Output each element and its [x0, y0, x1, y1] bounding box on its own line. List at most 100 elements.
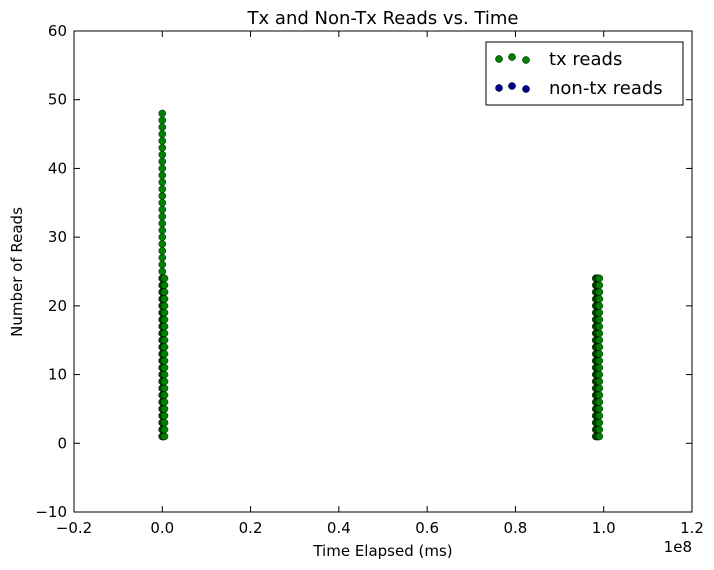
- data-point: [158, 192, 167, 200]
- y-tick-label: 60: [48, 22, 67, 40]
- data-point: [160, 350, 169, 358]
- x-tick-label: 0.0: [150, 519, 174, 537]
- y-tick-label: 0: [57, 434, 67, 452]
- data-point: [158, 123, 167, 131]
- legend-marker: [508, 53, 516, 61]
- legend-marker: [508, 82, 516, 90]
- y-tick-label: −10: [35, 503, 67, 521]
- data-point: [160, 329, 169, 338]
- data-point: [595, 411, 604, 420]
- data-point: [160, 384, 169, 393]
- data-point: [160, 308, 169, 317]
- data-point: [595, 377, 604, 386]
- data-point: [595, 302, 604, 310]
- data-point: [158, 226, 167, 235]
- data-point: [158, 116, 167, 125]
- legend-marker: [522, 56, 530, 64]
- axes-layer: −0.2 0.0 0.2 0.4 0.6 0.8 1.0 1.2 −10 0 10 20 30 40 50 6…: [35, 22, 704, 537]
- data-point: [595, 350, 604, 358]
- data-point: [595, 391, 604, 399]
- y-axis-label: Number of Reads: [8, 207, 26, 337]
- y-tick-label: 40: [48, 159, 67, 177]
- data-point: [160, 295, 169, 303]
- data-point: [595, 357, 604, 365]
- data-point: [595, 295, 604, 303]
- data-point: [160, 322, 169, 331]
- data-point: [158, 253, 167, 262]
- data-point: [160, 398, 169, 406]
- legend-marker: [495, 55, 503, 63]
- x-tick-label: 0.6: [415, 519, 439, 537]
- data-point: [595, 329, 604, 338]
- data-point: [158, 137, 167, 145]
- data-point: [160, 315, 169, 324]
- data-point: [595, 363, 604, 372]
- data-point: [158, 109, 167, 118]
- data-point: [595, 336, 604, 345]
- data-point: [158, 150, 167, 159]
- data-point: [595, 343, 604, 351]
- data-point: [160, 370, 169, 379]
- data-point: [158, 157, 167, 166]
- legend-marker: [495, 84, 503, 92]
- legend: tx reads non-tx reads: [485, 41, 684, 106]
- data-point: [160, 281, 169, 290]
- data-point: [158, 185, 167, 193]
- data-point: [158, 164, 167, 173]
- data-point: [595, 384, 604, 393]
- data-point: [595, 432, 604, 441]
- data-point: [160, 343, 169, 351]
- data-point: [158, 219, 167, 228]
- x-offset-label: 1e8: [664, 538, 692, 556]
- data-point: [595, 274, 604, 283]
- data-point: [595, 315, 604, 324]
- data-point: [158, 144, 167, 152]
- data-point: [160, 274, 169, 283]
- data-point: [595, 425, 604, 434]
- x-tick-label: 1.0: [592, 519, 616, 537]
- y-tick-label: 20: [48, 297, 67, 315]
- data-point: [158, 130, 167, 138]
- plot-frame: [73, 30, 693, 513]
- data-point: [158, 267, 167, 276]
- data-point: [160, 418, 169, 427]
- data-point: [595, 322, 604, 331]
- legend-box: [485, 41, 684, 106]
- legend-label-non-tx: non-tx reads: [549, 78, 663, 99]
- x-tick-label: 0.8: [503, 519, 527, 537]
- y-tick-label: 50: [48, 91, 67, 109]
- data-point: [160, 377, 169, 386]
- x-tick-label: −0.2: [56, 519, 92, 537]
- data-point: [158, 198, 167, 207]
- data-point: [595, 308, 604, 317]
- legend-markers-tx: [495, 53, 530, 64]
- legend-markers-non-tx: [495, 82, 530, 93]
- data-point: [158, 205, 167, 214]
- x-tick-label: 0.4: [327, 519, 351, 537]
- data-point: [158, 247, 167, 255]
- data-point: [158, 240, 167, 248]
- data-point: [160, 363, 169, 372]
- data-point: [158, 260, 167, 269]
- data-point: [595, 288, 604, 296]
- chart-title: Tx and Non-Tx Reads vs. Time: [247, 8, 519, 29]
- data-point: [160, 405, 169, 413]
- data-point: [595, 281, 604, 290]
- data-point: [158, 233, 167, 241]
- data-point: [595, 370, 604, 379]
- data-point: [160, 411, 169, 420]
- data-point: [160, 432, 169, 441]
- data-point: [158, 212, 167, 221]
- x-axis-label: Time Elapsed (ms): [312, 542, 452, 560]
- points-layer: [158, 109, 604, 441]
- data-point: [160, 336, 169, 345]
- y-tick-label: 10: [48, 366, 67, 384]
- y-tick-label: 30: [48, 228, 67, 246]
- data-point: [595, 418, 604, 427]
- data-point: [595, 405, 604, 413]
- data-point: [160, 357, 169, 365]
- data-point: [158, 178, 167, 186]
- data-point: [158, 171, 167, 180]
- data-point: [160, 302, 169, 310]
